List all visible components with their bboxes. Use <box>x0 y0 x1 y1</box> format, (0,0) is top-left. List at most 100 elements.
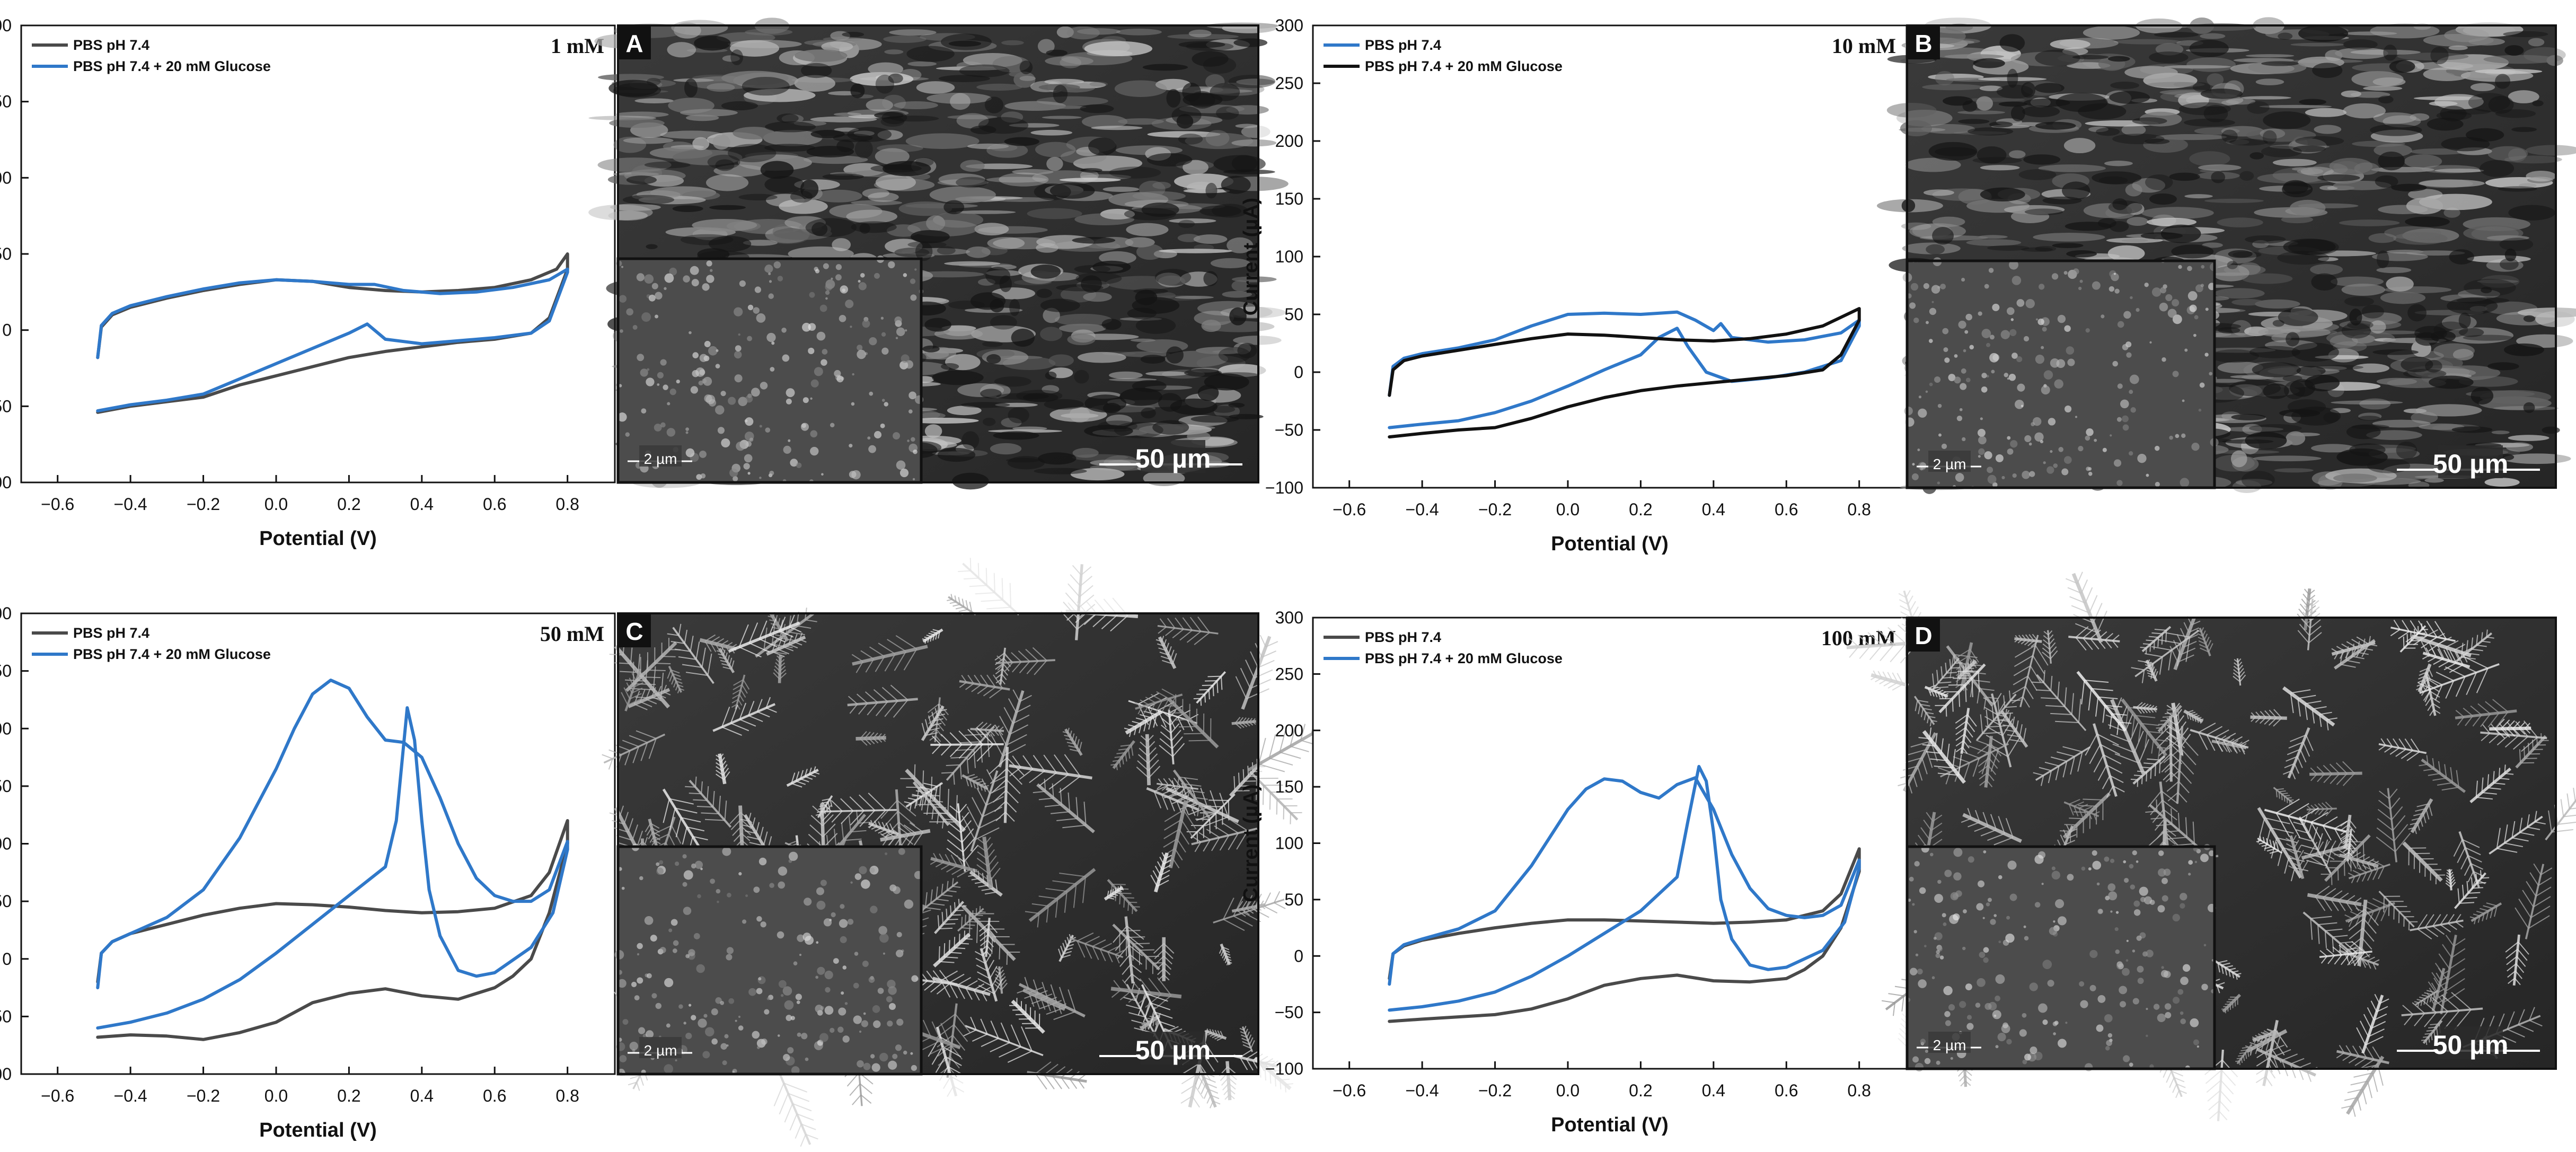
x-tick-label: 0.6 <box>1775 1081 1798 1100</box>
y-tick-label: −100 <box>1265 478 1303 497</box>
x-tick-label: 0.6 <box>1775 500 1798 519</box>
concentration-label: 50 mM <box>540 622 604 646</box>
legend-label: PBS pH 7.4 <box>1365 629 1441 645</box>
x-tick-label: 0.8 <box>1847 1081 1871 1100</box>
x-tick-label: −0.2 <box>187 1086 220 1105</box>
panel-letter: A <box>625 30 643 57</box>
y-tick-label: −50 <box>0 397 12 416</box>
series-line-2 <box>1388 307 1861 439</box>
y-tick-label: 50 <box>0 892 12 911</box>
scale-bar-label: 50 µm <box>1135 444 1211 473</box>
plot-frame <box>1312 24 1908 489</box>
x-tick-label: −0.6 <box>41 495 74 514</box>
inset-scale-label: 2 µm <box>1933 1037 1966 1053</box>
y-tick-label: −50 <box>1275 420 1303 439</box>
inset-scale-label: 2 µm <box>644 1042 677 1059</box>
legend-label: PBS pH 7.4 <box>73 625 149 641</box>
x-tick-label: 0.8 <box>1847 500 1871 519</box>
x-tick-label: 0.2 <box>1629 1081 1652 1100</box>
x-axis-title: Potential (V) <box>1551 1114 1669 1136</box>
x-tick-label: 0.4 <box>1702 1081 1725 1100</box>
series-line-1 <box>1388 847 1861 1023</box>
y-tick-label: 200 <box>1275 721 1303 740</box>
x-tick-label: 0.0 <box>1556 1081 1580 1100</box>
sem-inset <box>614 843 923 1076</box>
y-tick-label: 250 <box>1275 664 1303 683</box>
x-tick-label: 0.4 <box>1702 500 1725 519</box>
panel-letter-box <box>618 613 651 647</box>
x-axis-title: Potential (V) <box>259 1119 377 1141</box>
y-tick-label: 100 <box>0 834 12 854</box>
scale-bar-label: 50 µm <box>1135 1035 1211 1065</box>
sem-inset <box>616 255 924 484</box>
x-tick-label: −0.6 <box>41 1086 74 1105</box>
x-tick-label: 0.4 <box>410 495 434 514</box>
x-tick-label: −0.2 <box>1478 1081 1512 1100</box>
panel-letter: C <box>625 618 643 645</box>
y-tick-label: 250 <box>0 662 12 681</box>
x-tick-label: 0.2 <box>337 1086 360 1105</box>
x-tick-label: −0.4 <box>1406 500 1439 519</box>
legend-label: PBS pH 7.4 + 20 mM Glucose <box>1365 650 1563 666</box>
y-tick-label: −100 <box>1265 1059 1303 1078</box>
y-tick-label: 100 <box>1275 834 1303 853</box>
y-tick-label: −50 <box>1275 1003 1303 1022</box>
legend-label: PBS pH 7.4 <box>1365 37 1441 53</box>
y-tick-label: 150 <box>1275 189 1303 208</box>
series-line-1 <box>96 819 569 1041</box>
y-axis-title: Current (µA) <box>1240 198 1262 315</box>
y-tick-label: 150 <box>0 92 12 111</box>
plot-frame <box>1312 617 1908 1070</box>
legend-label: PBS pH 7.4 + 20 mM Glucose <box>73 646 271 662</box>
x-tick-label: 0.6 <box>483 1086 506 1105</box>
panel-letter: D <box>1915 622 1932 649</box>
inset-scale-label: 2 µm <box>1933 456 1966 472</box>
y-tick-label: 150 <box>0 777 12 796</box>
scale-bar-label: 50 µm <box>2433 449 2509 479</box>
x-tick-label: −0.4 <box>1406 1081 1439 1100</box>
y-tick-label: 0 <box>1294 363 1303 382</box>
x-tick-label: 0.8 <box>555 495 579 514</box>
y-axis-title: Current (µA) <box>1240 784 1262 902</box>
y-tick-label: −100 <box>0 1065 12 1084</box>
x-tick-label: −0.2 <box>187 495 220 514</box>
x-axis-title: Potential (V) <box>1551 533 1669 555</box>
y-tick-label: 200 <box>0 719 12 738</box>
scale-bar-label: 50 µm <box>2433 1030 2509 1060</box>
series-line-2 <box>96 679 569 1030</box>
y-tick-label: 150 <box>1275 777 1303 796</box>
sem-inset <box>1902 257 2219 489</box>
x-tick-label: −0.4 <box>114 495 147 514</box>
y-tick-label: 50 <box>0 244 12 263</box>
x-tick-label: 0.0 <box>264 495 288 514</box>
legend-label: PBS pH 7.4 <box>73 37 149 53</box>
panel-letter-box <box>1907 618 1940 652</box>
y-tick-label: 100 <box>0 168 12 187</box>
x-tick-label: −0.6 <box>1333 1081 1366 1100</box>
x-tick-label: 0.2 <box>337 495 360 514</box>
y-tick-label: 0 <box>2 949 12 969</box>
y-tick-label: −100 <box>0 473 12 492</box>
y-tick-label: 200 <box>1275 131 1303 151</box>
inset-scale-label: 2 µm <box>644 451 677 467</box>
y-tick-label: 200 <box>0 16 12 35</box>
panel-letter: B <box>1915 30 1932 57</box>
x-tick-label: −0.6 <box>1333 500 1366 519</box>
x-tick-label: 0.0 <box>1556 500 1580 519</box>
y-tick-label: 0 <box>1294 946 1303 965</box>
y-tick-label: 50 <box>1284 305 1303 324</box>
panel-letter-box <box>1907 25 1940 59</box>
y-tick-label: 250 <box>1275 74 1303 93</box>
legend-label: PBS pH 7.4 + 20 mM Glucose <box>73 58 271 74</box>
x-tick-label: 0.4 <box>410 1086 434 1105</box>
y-tick-label: 100 <box>1275 247 1303 266</box>
x-axis-title: Potential (V) <box>259 527 377 550</box>
y-tick-label: 300 <box>0 604 12 623</box>
x-tick-label: 0.6 <box>483 495 506 514</box>
concentration-label: 10 mM <box>1832 34 1896 58</box>
y-tick-label: 300 <box>1275 16 1303 35</box>
x-tick-label: −0.4 <box>114 1086 147 1105</box>
y-tick-label: 0 <box>2 321 12 340</box>
